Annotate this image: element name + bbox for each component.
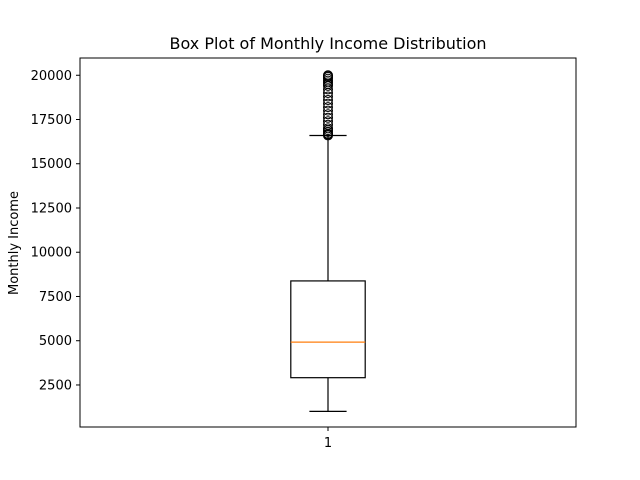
outlier-point bbox=[323, 116, 333, 127]
outlier-point bbox=[323, 98, 333, 109]
outlier-point bbox=[323, 119, 333, 130]
y-tick-label: 10000 bbox=[31, 246, 72, 261]
y-tick-label: 17500 bbox=[31, 113, 72, 128]
y-tick-label: 20000 bbox=[31, 69, 72, 84]
y-tick-label: 7500 bbox=[39, 290, 72, 305]
outlier-point bbox=[323, 95, 333, 106]
outlier-point bbox=[323, 105, 333, 116]
x-tick-label: 1 bbox=[324, 436, 332, 451]
y-tick-label: 5000 bbox=[39, 334, 72, 349]
plot-frame bbox=[79, 57, 577, 428]
outlier-point bbox=[323, 91, 333, 102]
outlier-point bbox=[323, 112, 333, 123]
outlier-point bbox=[323, 123, 333, 134]
y-tick-label: 15000 bbox=[31, 157, 72, 172]
plot-area: 2500 5000 7500 10000 12500 15000 17500 20000 1 bbox=[31, 69, 366, 451]
y-tick-label: 12500 bbox=[31, 201, 72, 216]
chart-title: Box Plot of Monthly Income Distribution bbox=[169, 34, 486, 53]
outlier-point bbox=[323, 109, 333, 120]
outlier-point bbox=[323, 70, 333, 81]
y-axis-title: Monthly Income bbox=[7, 191, 22, 295]
outlier-point bbox=[323, 102, 333, 113]
y-tick-label: 2500 bbox=[39, 378, 72, 393]
iqr-box bbox=[290, 280, 366, 379]
